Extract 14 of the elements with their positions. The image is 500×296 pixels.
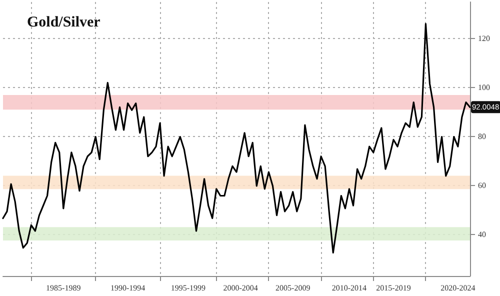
y-tick-label: 60 [478, 180, 486, 190]
y-tick-label: 40 [478, 230, 486, 239]
x-tick-label: 1985-1989 [46, 284, 81, 292]
x-tick-label: 2000-2004 [223, 284, 258, 292]
x-tick-label: 1990-1994 [110, 284, 146, 292]
x-tick-label: 2015-2019 [376, 284, 411, 292]
x-tick-label: 2005-2009 [276, 284, 310, 292]
y-tick-label: 100 [478, 83, 490, 92]
x-tick-label: 1995-1999 [170, 284, 206, 292]
x-tick-label: 2020-2024 [440, 284, 476, 292]
y-tick-label: 120 [478, 34, 490, 44]
text: Gold/Silver [27, 14, 101, 30]
x-tick-label: 2010-2014 [332, 284, 367, 292]
y-tick-label: 80 [478, 132, 486, 142]
